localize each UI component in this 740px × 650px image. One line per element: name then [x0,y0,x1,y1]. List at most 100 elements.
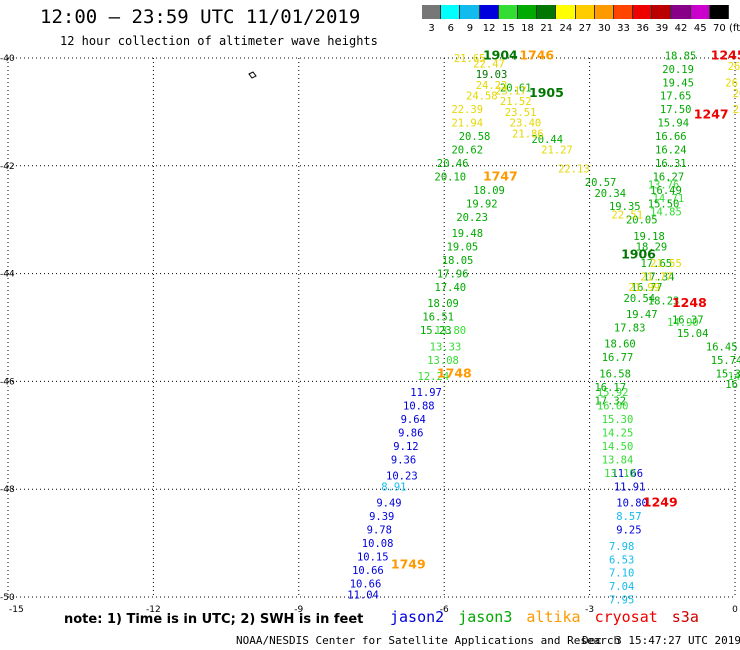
satellite-legend: jason2 jason3 altika cryosat s3a [390,608,699,626]
wave-height-label: 18.85 [665,50,697,62]
wave-height-label: 9.49 [376,498,401,510]
wave-height-label: 10.08 [362,538,394,550]
wave-height-label: 22.47 [473,58,505,70]
pass-time-label: 1247 [694,107,729,122]
wave-height-label: 21.86 [512,128,544,140]
wave-height-label: 14.90 [667,317,699,329]
legend-value: 18 [521,23,534,34]
wave-height-label: 20.34 [594,188,626,200]
legend-value: 27 [578,23,592,34]
wave-height-label: 21.27 [541,145,573,157]
wave-height-label: 26.10 [728,61,740,73]
wave-height-label: 18.60 [604,339,636,351]
wave-height-label: 16.51 [422,312,454,324]
wave-height-label: 11.97 [410,387,442,399]
wave-height-label: 10.88 [403,401,435,413]
legend-value: 70 [713,23,726,34]
wave-height-label: 25.2 [733,104,740,116]
wave-height-label: 26.13 [725,77,740,89]
wave-height-label: 16.27 [653,172,685,184]
wave-height-label: 7.95 [609,595,634,607]
wave-height-label: 21.52 [500,96,532,108]
legend-value: 42 [674,23,688,34]
wave-height-label: 17.65 [660,91,692,103]
wave-height-label: 14.85 [650,207,682,219]
wave-height-label: 17.96 [437,269,469,281]
wave-height-label: 17.32 [594,395,626,407]
wave-height-label: 21.94 [451,118,483,130]
footer-timestamp: Dec 3 15:47:27 UTC 2019 [582,634,740,647]
wave-height-label: 11.66 [611,468,643,480]
wave-height-label: 23.17 [495,85,527,97]
wave-height-label: 13.84 [602,455,634,467]
wave-height-label: 7.10 [609,568,634,580]
legend-value: 6 [447,23,454,34]
wave-height-label: 26.5 [733,88,740,100]
wave-height-label: 19.03 [476,69,508,81]
wave-height-label: 15.39 [716,368,740,380]
wave-height-label: 7.98 [609,541,634,553]
wave-height-label: 17.34 [643,271,675,283]
pass-time-label: 1245 [711,47,740,62]
satellite-name: jason2 [390,608,445,626]
wave-height-label: 20.23 [456,212,488,224]
chart-axes: -15 -12 -9 -6 -3 0 -40 -42 -44 -46 -48 -50 [0,54,738,615]
chart-marks: 11.97 10.889.64 9.869.12 9.36 10.23 9.499.39 9… [347,50,740,606]
wave-height-label: 9.12 [393,441,418,453]
wave-height-label: 20.61 [500,83,532,95]
pass-time-label: 1249 [643,495,678,510]
wave-height-label: 24.58 [466,91,498,103]
pass-time-label: 1749 [391,557,426,572]
legend-value: 24 [559,23,573,34]
wave-height-label: 13.80 [435,325,467,337]
x-tick-label: -9 [294,605,303,615]
wave-height-label: 19.47 [626,309,658,321]
x-tick-label: -15 [9,605,24,615]
wave-height-label: 24.23 [476,80,508,92]
wave-height-label: 10.66 [350,579,382,591]
y-tick-label: -48 [0,485,15,495]
wave-height-label: 7.04 [609,581,634,593]
wave-height-label: 15.50 [648,199,680,211]
chart-subtitle: 12 hour collection of altimeter wave hei… [60,34,378,48]
wave-height-label: 19.18 [633,231,665,243]
legend-value: 30 [597,23,611,34]
wave-height-label: 18.09 [427,298,459,310]
wave-height-label: 9.64 [401,414,426,426]
wave-height-label: 20.62 [451,145,483,157]
pass-time-label: 1748 [437,365,472,380]
wave-height-label: 13.76 [648,180,680,192]
wave-height-label: 16.45 [706,341,738,353]
wave-height-label: 15.92 [597,387,629,399]
wave-height-label: 9.78 [367,525,392,537]
wave-height-label: 13.08 [427,355,459,367]
legend-swatch [690,5,710,19]
wave-height-label: 11.04 [347,589,379,601]
pass-time-label: 1906 [621,247,656,262]
wave-height-label: 18.09 [473,185,505,197]
wave-height-label: 9.39 [369,511,394,523]
wave-height-label: 20.57 [585,177,617,189]
footer-credit: NOAA/NESDIS Center for Satellite Applica… [236,634,621,647]
pass-time-label: 1905 [529,85,564,100]
wave-height-label: 22.51 [611,209,643,221]
wave-height-label: 20.58 [459,131,491,143]
legend-swatch [671,5,691,19]
satellite-name: jason3 [458,608,513,626]
wave-height-label: 9.25 [616,525,641,537]
wave-height-label: 13.10 [604,468,636,480]
pass-time-label: 1904 [483,47,518,62]
legend-value: 12 [482,23,496,34]
y-tick-label: -42 [0,162,15,172]
legend-value: 33 [617,23,630,34]
wave-height-label: 20.19 [662,64,694,76]
legend-value: 21 [540,23,554,34]
small-island-shape [248,71,257,79]
legend-swatch [460,5,480,19]
legend-value: 15 [501,23,515,34]
wave-height-label: 14.50 [602,441,634,453]
wave-height-label: 10.23 [386,471,418,483]
